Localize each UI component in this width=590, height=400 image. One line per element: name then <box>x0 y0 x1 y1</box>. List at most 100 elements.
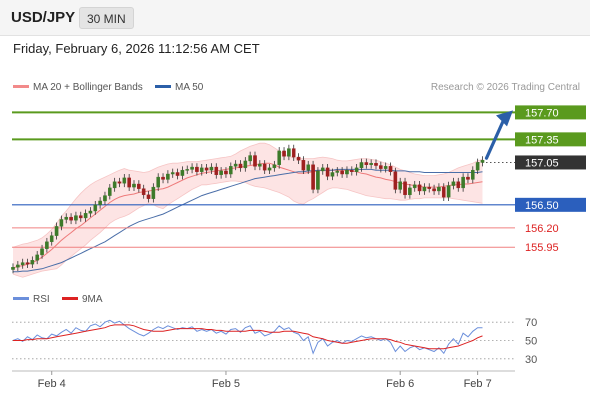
candle-body <box>451 181 456 186</box>
candle <box>277 147 282 169</box>
bollinger-lower-line <box>12 180 483 278</box>
candle-body <box>209 166 214 171</box>
x-tick-label: Feb 6 <box>386 378 414 390</box>
symbol-title: USD/JPY <box>11 9 76 26</box>
candle <box>446 181 451 201</box>
candle <box>471 166 475 184</box>
candle-body <box>427 186 432 189</box>
candle-body <box>83 213 88 219</box>
candle-body <box>258 163 262 167</box>
candle <box>127 174 131 191</box>
candle <box>456 177 461 192</box>
candle-body <box>345 169 349 175</box>
candle <box>262 160 267 175</box>
candle-body <box>199 167 204 172</box>
candle <box>417 180 422 195</box>
candle-body <box>175 172 180 176</box>
candle-body <box>156 176 161 188</box>
candle <box>204 164 209 175</box>
candle-body <box>398 181 403 190</box>
forecast-arrow-shaft <box>484 119 505 160</box>
bollinger-band-layer <box>12 142 483 278</box>
candle-body <box>59 219 64 227</box>
candle-body <box>243 160 248 169</box>
candle <box>195 163 199 176</box>
candle-body <box>272 164 277 169</box>
price-levels-layer: 157.70 157.35 157.05 156.50 156.20 155.95 <box>12 105 586 254</box>
ma50-line <box>13 168 483 273</box>
candle <box>35 251 39 265</box>
candle <box>16 261 20 272</box>
candle-body <box>320 167 325 172</box>
level-157-70-label: 157.70 <box>525 107 559 119</box>
x-axis: Feb 4 Feb 5 Feb 6 Feb 7 <box>12 370 515 390</box>
candle-body <box>441 186 446 198</box>
candle <box>330 168 335 181</box>
level-155-95-label: 155.95 <box>525 242 559 254</box>
candle-body <box>16 264 20 268</box>
candle <box>151 183 156 203</box>
candle-body <box>238 163 243 169</box>
candle-body <box>233 163 238 167</box>
candle <box>214 163 219 179</box>
rsi-line <box>12 319 483 355</box>
rsi-ma-legend-swatch <box>62 297 78 300</box>
candle <box>437 183 441 195</box>
candle <box>190 163 194 174</box>
candle <box>287 144 291 161</box>
level-156-50-label: 156.50 <box>525 200 559 212</box>
candle <box>78 211 83 222</box>
candle <box>30 256 35 268</box>
candle-body <box>35 254 39 261</box>
candle <box>427 183 432 193</box>
candle <box>301 156 306 175</box>
candle <box>156 173 161 191</box>
candle-body <box>224 170 228 175</box>
x-tick-label: Feb 4 <box>38 378 66 390</box>
candle-body <box>161 176 165 180</box>
candle-body <box>107 187 112 196</box>
candle-body <box>403 181 407 196</box>
rsi-tick-label: 70 <box>525 317 537 329</box>
candle-body <box>287 148 291 157</box>
candle <box>224 167 228 178</box>
candle <box>335 167 340 177</box>
candle <box>146 190 151 203</box>
candle <box>112 177 117 192</box>
candle <box>209 163 214 175</box>
candle-body <box>151 186 156 199</box>
candle <box>451 177 456 190</box>
candle <box>185 165 190 175</box>
candle-body <box>146 194 151 199</box>
candle <box>441 183 446 201</box>
candle-body <box>228 166 233 175</box>
candle <box>461 173 465 192</box>
candle <box>248 151 252 165</box>
candle <box>137 180 141 193</box>
candle-body <box>141 188 146 196</box>
candle <box>59 215 64 231</box>
level-156-50-tag <box>515 197 586 212</box>
candle-body <box>98 200 102 206</box>
candle <box>354 164 359 176</box>
candle <box>103 191 107 205</box>
candle <box>296 153 301 165</box>
candle-body <box>301 159 306 171</box>
candle <box>45 237 49 253</box>
candle-body <box>127 177 131 188</box>
candle-body <box>185 169 190 171</box>
candle-body <box>277 150 282 165</box>
candle <box>64 213 69 224</box>
candle-body <box>364 162 369 165</box>
candle-body <box>253 155 257 167</box>
candle-body <box>306 164 311 171</box>
candle-body <box>330 172 335 177</box>
candle-body <box>137 183 141 189</box>
candle <box>258 160 262 171</box>
timeframe-button[interactable]: 30 MIN <box>79 7 134 29</box>
candle <box>161 173 165 184</box>
candle <box>11 263 15 274</box>
level-156-20-label: 156.20 <box>525 223 559 235</box>
candle <box>364 158 369 169</box>
